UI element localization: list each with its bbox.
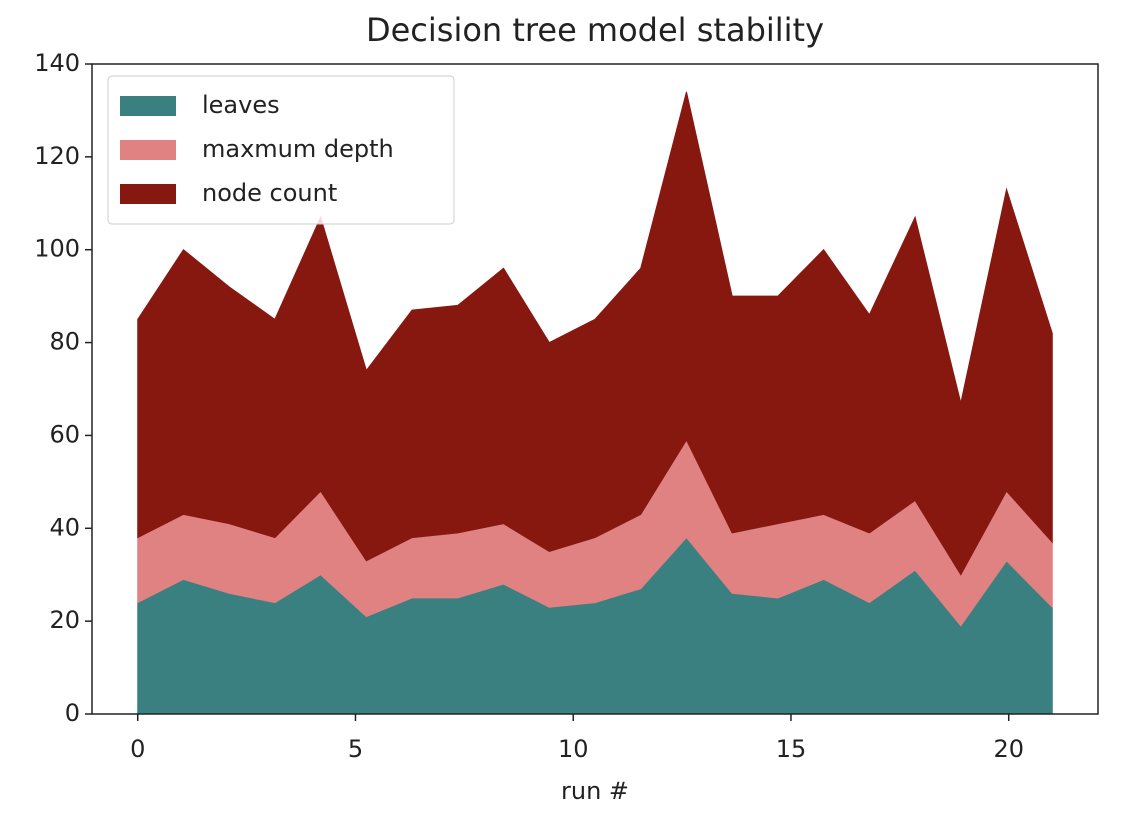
x-tick-label: 20 xyxy=(993,735,1024,763)
y-tick-label: 20 xyxy=(49,606,80,634)
plot-frame xyxy=(91,63,1099,715)
y-tick-label: 40 xyxy=(49,513,80,541)
chart-title: Decision tree model stability xyxy=(366,11,824,49)
y-tick-label: 100 xyxy=(34,235,80,263)
y-tick-label: 60 xyxy=(49,420,80,448)
legend-label: node count xyxy=(202,179,337,207)
x-tick-label: 15 xyxy=(776,735,807,763)
x-tick-label: 10 xyxy=(558,735,589,763)
legend-label: maxmum depth xyxy=(202,135,394,163)
y-tick-label: 120 xyxy=(34,142,80,170)
x-tick-label: 0 xyxy=(130,735,145,763)
legend-swatch xyxy=(120,140,176,160)
y-tick-label: 0 xyxy=(65,699,80,727)
y-tick-label: 80 xyxy=(49,328,80,356)
y-tick-label: 140 xyxy=(34,49,80,77)
legend: leaves maxmum depth node count xyxy=(107,75,455,225)
legend-swatch xyxy=(120,184,176,204)
legend-box xyxy=(107,75,455,225)
area xyxy=(137,91,1053,576)
legend-swatch xyxy=(120,96,176,116)
x-axis-label: run # xyxy=(561,777,629,805)
x-tick-label: 5 xyxy=(348,735,363,763)
legend-label: leaves xyxy=(202,91,280,119)
